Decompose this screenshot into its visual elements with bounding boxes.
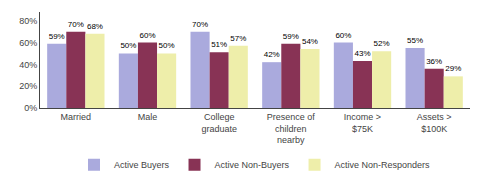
svg-text:20%: 20% <box>19 81 37 91</box>
svg-text:Active Non-Responders: Active Non-Responders <box>335 160 431 170</box>
svg-text:Income >$75K: Income >$75K <box>344 112 381 134</box>
svg-text:40%: 40% <box>19 60 37 70</box>
svg-text:29%: 29% <box>445 64 461 73</box>
svg-text:57%: 57% <box>230 34 246 43</box>
svg-text:60%: 60% <box>19 38 37 48</box>
svg-text:52%: 52% <box>374 39 390 48</box>
svg-text:Presence ofchildrennearby: Presence ofchildrennearby <box>267 112 316 145</box>
svg-text:70%: 70% <box>192 20 208 29</box>
svg-text:50%: 50% <box>120 41 136 50</box>
svg-text:Collegegraduate: Collegegraduate <box>201 112 237 134</box>
svg-text:60%: 60% <box>335 31 351 40</box>
svg-text:Active Non-Buyers: Active Non-Buyers <box>215 160 290 170</box>
svg-text:50%: 50% <box>159 41 175 50</box>
svg-text:0%: 0% <box>24 103 37 113</box>
svg-text:59%: 59% <box>283 32 299 41</box>
svg-text:Married: Married <box>61 112 92 122</box>
svg-text:Male: Male <box>138 112 158 122</box>
svg-text:80%: 80% <box>19 16 37 26</box>
svg-text:55%: 55% <box>407 36 423 45</box>
svg-text:42%: 42% <box>264 50 280 59</box>
svg-text:60%: 60% <box>139 31 155 40</box>
svg-text:68%: 68% <box>87 22 103 31</box>
svg-text:51%: 51% <box>211 40 227 49</box>
svg-text:36%: 36% <box>426 57 442 66</box>
svg-text:59%: 59% <box>49 32 65 41</box>
svg-text:43%: 43% <box>354 49 370 58</box>
svg-text:Assets >$100K: Assets >$100K <box>417 112 452 134</box>
svg-text:Active Buyers: Active Buyers <box>114 160 170 170</box>
svg-text:54%: 54% <box>302 37 318 46</box>
svg-text:70%: 70% <box>68 20 84 29</box>
